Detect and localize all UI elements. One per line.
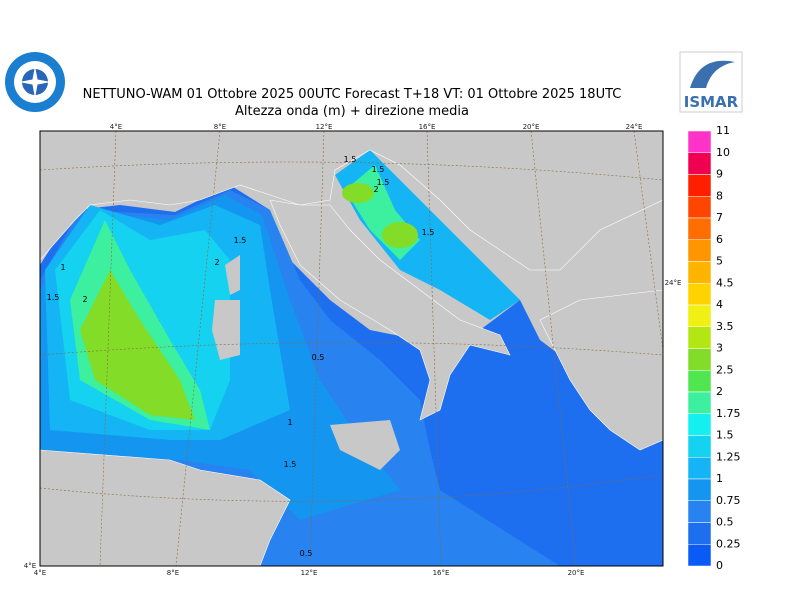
legend-swatch xyxy=(687,522,712,545)
legend-label: 4.5 xyxy=(716,276,734,289)
legend-swatch xyxy=(687,348,712,371)
legend-swatch xyxy=(687,196,712,219)
legend-label: 0.75 xyxy=(716,494,741,507)
lon-label: 8°E xyxy=(214,123,226,131)
lon-label: 24°E xyxy=(665,279,682,287)
legend-swatch xyxy=(687,435,712,458)
legend-swatch xyxy=(687,130,712,153)
contour-label: 1.5 xyxy=(234,236,247,245)
legend-swatch xyxy=(687,413,712,436)
legend-label: 4 xyxy=(716,298,723,311)
lon-label: 4°E xyxy=(24,562,36,570)
legend-label: 3 xyxy=(716,342,723,355)
contour-label: 2 xyxy=(373,185,378,194)
legend-swatch xyxy=(687,500,712,523)
legend-label: 6 xyxy=(716,233,723,246)
legend-label: 2.5 xyxy=(716,363,734,376)
logo-left xyxy=(5,52,65,112)
contour-label: 1.5 xyxy=(422,228,435,237)
lon-label: 4°E xyxy=(34,569,46,577)
title: NETTUNO-WAM 01 Ottobre 2025 00UTC Foreca… xyxy=(83,87,622,102)
legend-swatch xyxy=(687,239,712,262)
legend-label: 3.5 xyxy=(716,320,734,333)
map: 11.5 21.521.50.511.50.51.521.51.5 xyxy=(40,131,663,566)
logo-text: ISMAR xyxy=(684,93,739,111)
legend-swatch xyxy=(687,478,712,501)
legend-label: 10 xyxy=(716,146,730,159)
contour-label: 1.5 xyxy=(377,178,390,187)
legend-label: 9 xyxy=(716,168,723,181)
legend-swatch xyxy=(687,261,712,284)
logo-right: ISMAR xyxy=(679,51,743,113)
legend-swatch xyxy=(687,283,712,306)
contour-label: 2 xyxy=(82,295,87,304)
legend-label: 0.25 xyxy=(716,537,741,550)
contour-label: 1.5 xyxy=(372,165,385,174)
legend-label: 1.25 xyxy=(716,450,741,463)
lon-label: 16°E xyxy=(433,569,450,577)
map-frame xyxy=(39,130,664,567)
lon-label: 4°E xyxy=(110,123,122,131)
subtitle: Altezza onda (m) + direzione media xyxy=(235,104,469,119)
legend: 11 10 9 8 7 6 5 4.5 4 3.5 3 2.5 2 1.75 1.5 1.25 1 0.75 0.5… xyxy=(687,124,741,572)
legend-label: 1.75 xyxy=(716,407,741,420)
legend-label: 1.5 xyxy=(716,429,734,442)
contour-label: 1.5 xyxy=(344,155,357,164)
lon-label: 20°E xyxy=(523,123,540,131)
contour-label: 2 xyxy=(214,258,219,267)
legend-swatch xyxy=(687,304,712,327)
legend-label: 11 xyxy=(716,124,730,137)
legend-label: 0.5 xyxy=(716,516,734,529)
contour-label: 0.5 xyxy=(312,353,325,362)
contour-labels: 11.5 21.521.50.511.50.51.521.51.5 xyxy=(47,155,435,558)
legend-swatch xyxy=(687,152,712,175)
legend-swatch xyxy=(687,326,712,349)
contour-label: 1.5 xyxy=(284,460,297,469)
contour-label: 1 xyxy=(287,418,292,427)
legend-label: 1 xyxy=(716,472,723,485)
legend-label: 5 xyxy=(716,255,723,268)
legend-swatch xyxy=(687,544,712,567)
lon-label: 8°E xyxy=(167,569,179,577)
contour-label: 1 xyxy=(60,263,65,272)
contour-label: 0.5 xyxy=(300,549,313,558)
lon-label: 16°E xyxy=(419,123,436,131)
legend-label: 0 xyxy=(716,559,723,572)
lon-label: 24°E xyxy=(626,123,643,131)
legend-label: 8 xyxy=(716,189,723,202)
contour-label: 1.5 xyxy=(47,293,60,302)
legend-swatch xyxy=(687,457,712,480)
legend-swatch xyxy=(687,217,712,240)
legend-label: 2 xyxy=(716,385,723,398)
legend-swatch xyxy=(687,370,712,393)
lon-labels: 4°E 8°E 12°E 16°E 20°E 24°E4°E 8°E 12°E 16°E 20°E… xyxy=(24,123,682,577)
legend-label: 7 xyxy=(716,211,723,224)
lon-label: 12°E xyxy=(301,569,318,577)
lon-label: 20°E xyxy=(568,569,585,577)
legend-swatch xyxy=(687,174,712,197)
lon-label: 12°E xyxy=(316,123,333,131)
legend-swatch xyxy=(687,391,712,414)
